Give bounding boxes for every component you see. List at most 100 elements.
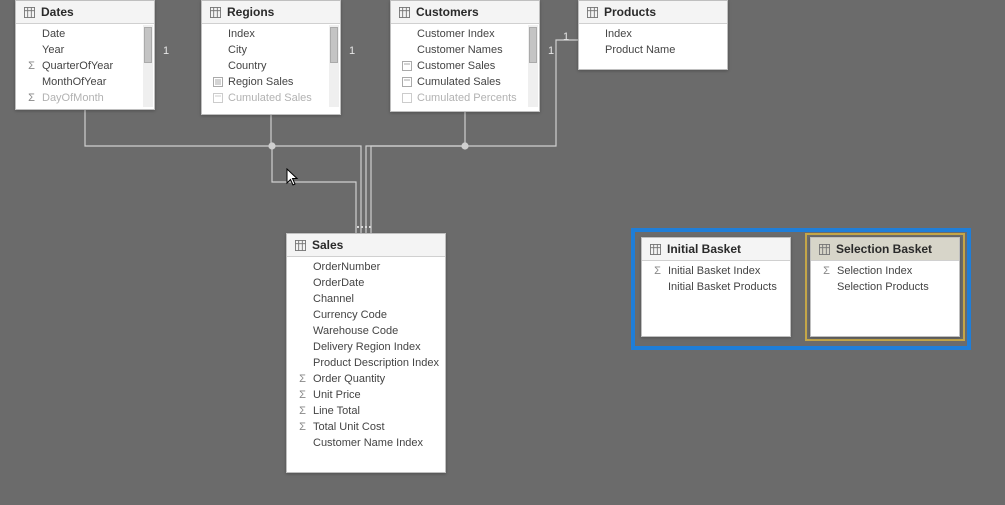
field-list-products: Index Product Name: [579, 24, 727, 60]
cardinality-one-products: 1: [563, 31, 569, 43]
table-title: Products: [604, 5, 656, 19]
field-row[interactable]: Σ Total Unit Cost: [287, 419, 445, 435]
table-icon: [650, 244, 661, 255]
field-list-sales: OrderNumber OrderDate Channel Currency C…: [287, 257, 445, 453]
table-icon: [587, 7, 598, 18]
field-label: Initial Basket Products: [668, 281, 777, 293]
field-row[interactable]: Customer Names: [391, 42, 539, 58]
table-icon: [24, 7, 35, 18]
field-row[interactable]: ΣDayOfMonth: [16, 90, 154, 106]
blank-icon: [589, 45, 600, 56]
sigma-icon: Σ: [26, 93, 37, 104]
field-list-dates: Date Year ΣQuarterOfYear MonthOfYear ΣDa…: [16, 24, 154, 108]
field-label: Unit Price: [313, 389, 361, 401]
table-header-sales[interactable]: Sales: [287, 234, 445, 257]
field-row[interactable]: Σ Unit Price: [287, 387, 445, 403]
field-label: Customer Names: [417, 44, 503, 56]
table-dates[interactable]: Dates Date Year ΣQuarterOfYear MonthOfYe…: [15, 0, 155, 110]
table-header-selection-basket[interactable]: Selection Basket: [811, 238, 959, 261]
sigma-icon: Σ: [297, 422, 308, 433]
blank-icon: [297, 326, 308, 337]
field-row[interactable]: Warehouse Code: [287, 323, 445, 339]
field-row[interactable]: Product Description Index: [287, 355, 445, 371]
field-label: Line Total: [313, 405, 360, 417]
blank-icon: [297, 294, 308, 305]
field-row[interactable]: Channel: [287, 291, 445, 307]
cardinality-one-customers: 1: [548, 45, 554, 57]
blank-icon: [297, 358, 308, 369]
table-products[interactable]: Products Index Product Name: [578, 0, 728, 70]
blank-icon: [401, 45, 412, 56]
field-row[interactable]: ΣLine Total: [287, 403, 445, 419]
field-label: Cumulated Sales: [417, 76, 501, 88]
blank-icon: [652, 282, 663, 293]
field-row[interactable]: MonthOfYear: [16, 74, 154, 90]
sigma-icon: Σ: [297, 390, 308, 401]
scroll-thumb[interactable]: [144, 27, 152, 63]
field-label: Index: [605, 28, 632, 40]
field-row[interactable]: Index: [202, 26, 340, 42]
table-regions[interactable]: Regions Index City Country Region Sales …: [201, 0, 341, 115]
field-row[interactable]: OrderDate: [287, 275, 445, 291]
field-row[interactable]: Cumulated Percents: [391, 90, 539, 106]
field-row[interactable]: Year: [16, 42, 154, 58]
scrollbar[interactable]: [143, 25, 153, 107]
field-row[interactable]: Date: [16, 26, 154, 42]
blank-icon: [297, 342, 308, 353]
calc-icon: [212, 77, 223, 88]
field-row[interactable]: City: [202, 42, 340, 58]
field-label: Region Sales: [228, 76, 293, 88]
table-header-initial-basket[interactable]: Initial Basket: [642, 238, 790, 261]
blank-icon: [589, 29, 600, 40]
field-row[interactable]: OrderNumber: [287, 259, 445, 275]
calc-icon: [212, 93, 223, 104]
scroll-thumb[interactable]: [330, 27, 338, 63]
field-row[interactable]: Initial Basket Products: [642, 279, 790, 295]
field-row[interactable]: ΣInitial Basket Index: [642, 263, 790, 279]
field-label: QuarterOfYear: [42, 60, 113, 72]
field-row[interactable]: Index: [579, 26, 727, 42]
table-header-products[interactable]: Products: [579, 1, 727, 24]
field-label: Index: [228, 28, 255, 40]
scroll-thumb[interactable]: [529, 27, 537, 63]
table-title: Initial Basket: [667, 242, 741, 256]
scrollbar[interactable]: [528, 25, 538, 107]
field-row[interactable]: Country: [202, 58, 340, 74]
table-icon: [210, 7, 221, 18]
table-initial-basket[interactable]: Initial Basket ΣInitial Basket Index Ini…: [641, 237, 791, 337]
field-label: Date: [42, 28, 65, 40]
table-header-customers[interactable]: Customers: [391, 1, 539, 24]
field-label: Product Description Index: [313, 357, 439, 369]
table-customers[interactable]: Customers Customer Index Customer Names …: [390, 0, 540, 112]
sigma-icon: Σ: [297, 374, 308, 385]
field-label: Year: [42, 44, 64, 56]
scrollbar[interactable]: [329, 25, 339, 107]
field-label: Selection Index: [837, 265, 912, 277]
table-title: Regions: [227, 5, 274, 19]
table-sales[interactable]: Sales OrderNumber OrderDate Channel Curr…: [286, 233, 446, 473]
table-header-regions[interactable]: Regions: [202, 1, 340, 24]
field-row[interactable]: Customer Sales: [391, 58, 539, 74]
sales-grip[interactable]: [356, 226, 372, 232]
field-row[interactable]: Customer Name Index: [287, 435, 445, 451]
field-label: Cumulated Sales: [228, 92, 312, 104]
field-row[interactable]: ΣSelection Index: [811, 263, 959, 279]
field-label: City: [228, 44, 247, 56]
field-row[interactable]: ΣQuarterOfYear: [16, 58, 154, 74]
field-row[interactable]: Selection Products: [811, 279, 959, 295]
field-row[interactable]: Cumulated Sales: [391, 74, 539, 90]
field-row[interactable]: Delivery Region Index: [287, 339, 445, 355]
table-selection-basket[interactable]: Selection Basket ΣSelection Index Select…: [810, 237, 960, 337]
field-label: OrderNumber: [313, 261, 380, 273]
field-row[interactable]: Customer Index: [391, 26, 539, 42]
field-row[interactable]: Product Name: [579, 42, 727, 58]
field-label: Customer Sales: [417, 60, 495, 72]
table-header-dates[interactable]: Dates: [16, 1, 154, 24]
field-label: Selection Products: [837, 281, 929, 293]
field-list-regions: Index City Country Region Sales Cumulate…: [202, 24, 340, 108]
field-row[interactable]: Cumulated Sales: [202, 90, 340, 106]
field-label: Total Unit Cost: [313, 421, 385, 433]
field-row[interactable]: ΣOrder Quantity: [287, 371, 445, 387]
field-row[interactable]: Currency Code: [287, 307, 445, 323]
field-row[interactable]: Region Sales: [202, 74, 340, 90]
